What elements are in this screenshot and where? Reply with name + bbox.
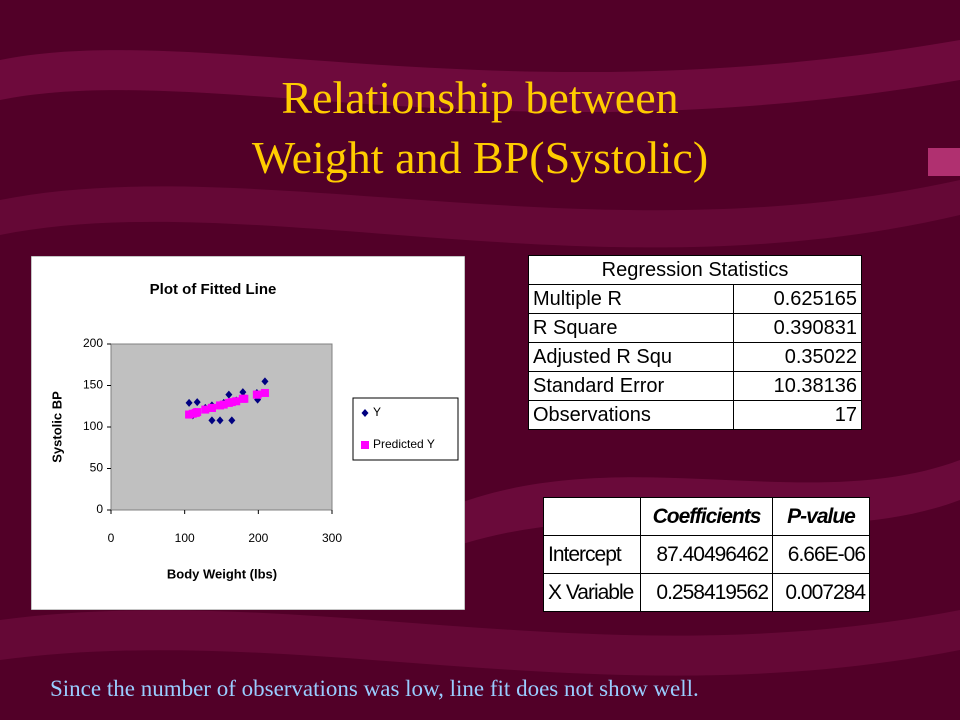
- cell: 87.40496462: [639, 535, 774, 574]
- point: [261, 377, 269, 386]
- y-tick-label: 100: [83, 419, 103, 433]
- cell: Adjusted R Squ: [528, 342, 734, 372]
- legend-label: Y: [373, 405, 381, 419]
- x-tick-label: 0: [108, 531, 115, 545]
- cell: Standard Error: [528, 371, 734, 401]
- x-tick-label: 200: [248, 531, 268, 545]
- regression-table: Regression Statistics Multiple R 0.625165…: [528, 255, 863, 430]
- point: [239, 388, 247, 397]
- legend-marker: [361, 409, 369, 417]
- point: [254, 395, 262, 404]
- point: [232, 397, 241, 406]
- wave: [0, 180, 960, 248]
- point: [224, 398, 233, 407]
- point: [193, 398, 201, 407]
- accent: [928, 148, 960, 176]
- table-header: Coefficients: [639, 497, 774, 536]
- point: [201, 405, 210, 414]
- point: [240, 394, 249, 403]
- point: [225, 390, 233, 399]
- y-axis-label: Systolic BP: [49, 391, 64, 463]
- point: [208, 416, 216, 425]
- x-tick-label: 300: [322, 531, 342, 545]
- cell: Observations: [528, 400, 734, 430]
- point: [260, 388, 269, 397]
- legend-marker: [361, 441, 369, 449]
- point: [207, 403, 216, 412]
- cell: 0.390831: [732, 313, 863, 343]
- wave: [0, 40, 960, 113]
- chart-title: Plot of Fitted Line: [150, 281, 277, 298]
- cell: X Variable: [543, 573, 641, 612]
- point: [191, 408, 200, 417]
- chart: Plot of Fitted Line Systolic BP Body Wei…: [31, 256, 465, 610]
- legend-label: Predicted Y: [373, 437, 435, 451]
- cell: R Square: [528, 313, 734, 343]
- x-tick-label: 100: [175, 531, 195, 545]
- plot-area: [110, 343, 333, 511]
- coefficients-table: Coefficients P-value Intercept 87.40496462…: [543, 497, 870, 612]
- point: [219, 400, 228, 409]
- footer: Since the number of observations was low…: [50, 676, 699, 701]
- wave: [0, 610, 960, 676]
- title-line: Weight and BP(Systolic): [251, 132, 709, 183]
- cell: 0.007284: [772, 573, 870, 612]
- cell: 0.258419562: [639, 573, 774, 612]
- point: [228, 416, 236, 425]
- cell: [543, 497, 641, 536]
- cell: 10.38136: [732, 371, 863, 401]
- title-line: Relationship between: [281, 72, 679, 123]
- cell: 0.625165: [732, 284, 863, 314]
- y-tick-label: 200: [83, 336, 103, 350]
- point: [185, 398, 193, 407]
- table-header: Regression Statistics: [528, 255, 862, 285]
- x-axis-label: Body Weight (lbs): [167, 566, 277, 581]
- legend: [352, 397, 459, 461]
- cell: 17: [732, 400, 863, 430]
- cell: 0.35022: [732, 342, 863, 372]
- y-tick-label: 0: [96, 502, 103, 516]
- point: [252, 390, 261, 399]
- cell: Intercept: [543, 535, 641, 574]
- y-tick-label: 50: [90, 461, 104, 475]
- cell: 6.66E-06: [772, 535, 870, 574]
- cell: Multiple R: [528, 284, 734, 314]
- point: [216, 416, 224, 425]
- y-tick-label: 150: [83, 378, 103, 392]
- table-header: P-value: [772, 497, 870, 536]
